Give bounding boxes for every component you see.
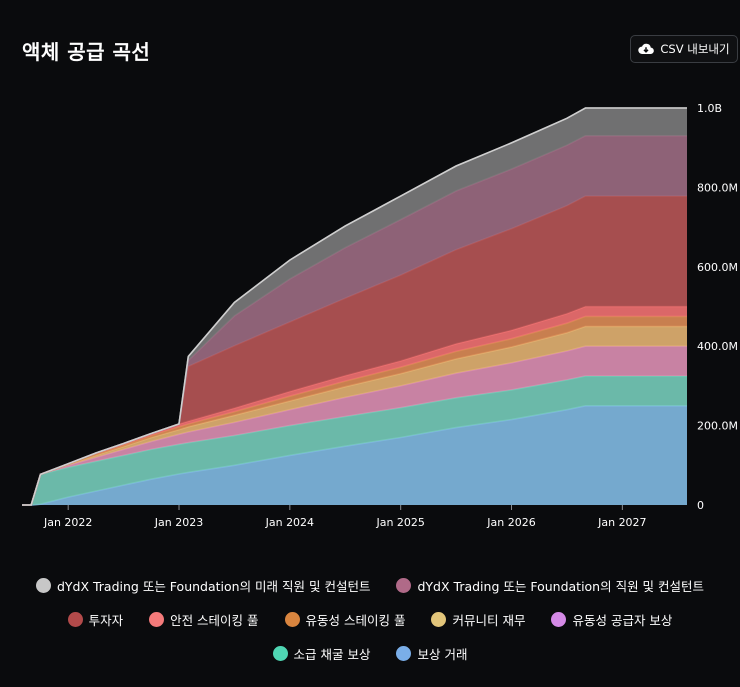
page-title: 액체 공급 곡선 — [22, 40, 151, 64]
legend-swatch — [396, 645, 412, 661]
y-tick-label: 200.0M — [697, 420, 738, 433]
legend-item[interactable]: 유동성 공급자 보상 — [551, 610, 672, 629]
cloud-download-icon — [638, 43, 655, 55]
area-series-1 — [22, 376, 687, 505]
legend-swatch — [551, 611, 567, 627]
legend-swatch — [272, 645, 288, 661]
supply-curve-chart: 0 200.0M 400.0M 600.0M 800.0M 1.0B Jan 2022 Jan… — [22, 102, 738, 529]
legend-label: 투자자 — [88, 612, 124, 628]
y-tick-label: 600.0M — [697, 261, 738, 274]
legend-swatch — [35, 577, 51, 593]
legend-item[interactable]: 유동성 스테이킹 풀 — [284, 610, 406, 629]
area-series-6 — [22, 196, 687, 505]
legend-item[interactable]: 안전 스테이킹 풀 — [149, 610, 259, 629]
legend-label: 보상 거래 — [417, 646, 468, 662]
csv-export-button[interactable]: CSV 내보내기 — [630, 35, 738, 63]
area-series-2 — [22, 346, 687, 505]
x-tick-label: Jan 2026 — [486, 516, 535, 529]
x-tick-label: Jan 2022 — [43, 516, 92, 529]
y-tick-label: 800.0M — [697, 181, 738, 194]
x-tick-label: Jan 2027 — [597, 516, 646, 529]
legend-label: 소급 채굴 보상 — [293, 646, 371, 662]
legend-label: dYdX Trading 또는 Foundation의 미래 직원 및 컨설턴트 — [56, 578, 371, 594]
y-tick-label: 0 — [697, 499, 704, 512]
legend-item[interactable]: 보상 거래 — [396, 644, 467, 663]
area-series-0 — [22, 405, 687, 505]
legend-swatch — [431, 611, 447, 627]
legend-item[interactable]: dYdX Trading 또는 Foundation의 미래 직원 및 컨설턴트 — [35, 576, 371, 595]
x-tick-label: Jan 2025 — [375, 516, 424, 529]
legend-swatch — [284, 611, 300, 627]
legend-swatch — [396, 577, 412, 593]
legend-item[interactable]: dYdX Trading 또는 Foundation의 직원 및 컨설턴트 — [396, 576, 704, 595]
legend-label: 안전 스테이킹 풀 — [170, 612, 259, 628]
legend-swatch — [149, 611, 165, 627]
legend-label: 유동성 스테이킹 풀 — [305, 612, 406, 628]
area-series-3 — [22, 326, 687, 505]
y-tick-label: 400.0M — [697, 340, 738, 353]
chart-legend: dYdX Trading 또는 Foundation의 미래 직원 및 컨설턴트… — [0, 568, 740, 670]
legend-label: 커뮤니티 재무 — [452, 612, 526, 628]
legend-row: 투자자 안전 스테이킹 풀 유동성 스테이킹 풀 커뮤니티 재무 유동성 공급자 보상 — [0, 602, 740, 636]
legend-row: dYdX Trading 또는 Foundation의 미래 직원 및 컨설턴트… — [0, 568, 740, 602]
legend-item[interactable]: 커뮤니티 재무 — [431, 610, 525, 629]
legend-row: 소급 채굴 보상 보상 거래 — [0, 636, 740, 670]
legend-label: 유동성 공급자 보상 — [572, 612, 673, 628]
legend-item[interactable]: 투자자 — [67, 610, 124, 629]
x-tick-label: Jan 2023 — [154, 516, 203, 529]
csv-export-label: CSV 내보내기 — [660, 42, 730, 56]
x-tick-label: Jan 2024 — [265, 516, 314, 529]
area-series-7 — [22, 135, 687, 506]
total-supply-line — [22, 107, 687, 506]
legend-label: dYdX Trading 또는 Foundation의 직원 및 컨설턴트 — [417, 578, 705, 594]
legend-item[interactable]: 소급 채굴 보상 — [272, 644, 371, 663]
y-tick-label: 1.0B — [697, 102, 722, 115]
legend-swatch — [67, 611, 83, 627]
